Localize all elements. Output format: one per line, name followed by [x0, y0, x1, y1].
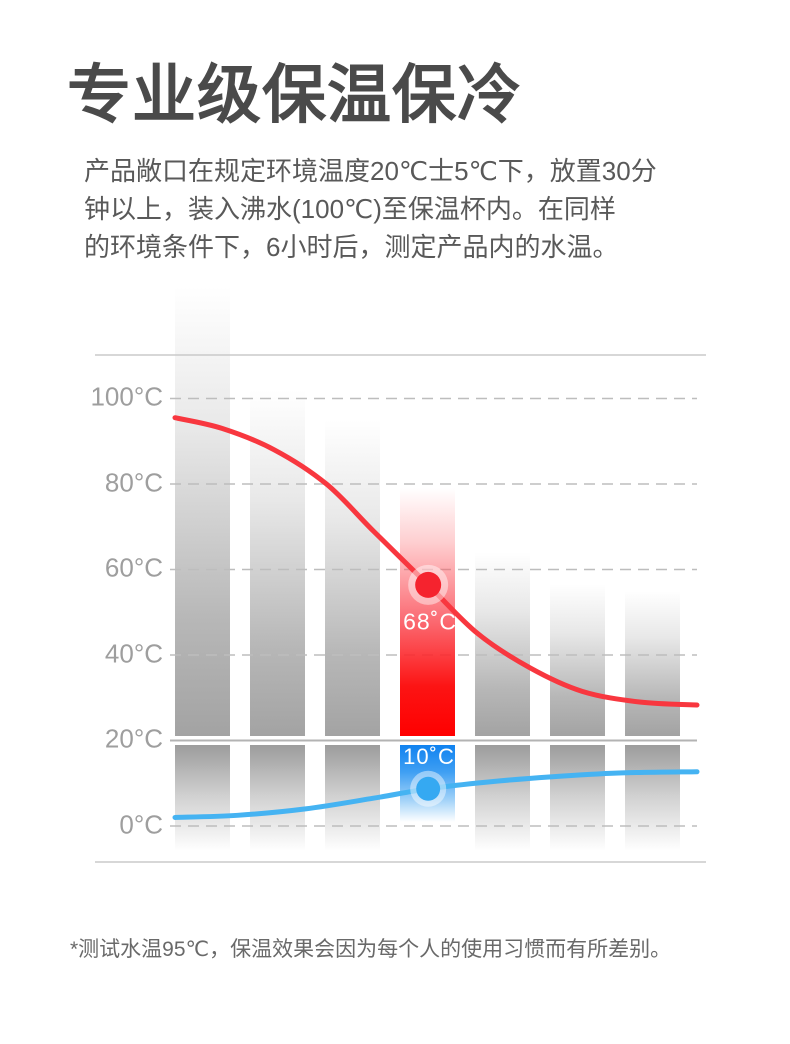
y-axis-label: 60°C: [104, 552, 163, 583]
page-title: 专业级保温保冷: [67, 59, 522, 131]
y-axis-label: 0°C: [119, 809, 163, 840]
footnote: *测试水温95℃，保温效果会因为每个人的使用习惯而有所差别。: [70, 938, 672, 961]
description-line: 钟以上，装入沸水(100℃)至保温杯内。在同样: [84, 194, 616, 224]
y-axis-label: 40°C: [104, 638, 163, 669]
cold-value-label: 10˚C: [403, 744, 455, 769]
test-description: 产品敞口在规定环境温度20℃士5℃下，放置30分 钟以上，装入沸水(100℃)至…: [84, 152, 657, 266]
description-line: 的环境条件下，6小时后，测定产品内的水温。: [84, 232, 619, 262]
hot-value-label: 68˚C: [403, 608, 457, 635]
y-axis-label: 20°C: [104, 723, 163, 754]
y-axis-label: 100°C: [90, 381, 163, 412]
description-line: 产品敞口在规定环境温度20℃士5℃下，放置30分: [84, 156, 657, 186]
y-axis-label: 80°C: [104, 467, 163, 498]
